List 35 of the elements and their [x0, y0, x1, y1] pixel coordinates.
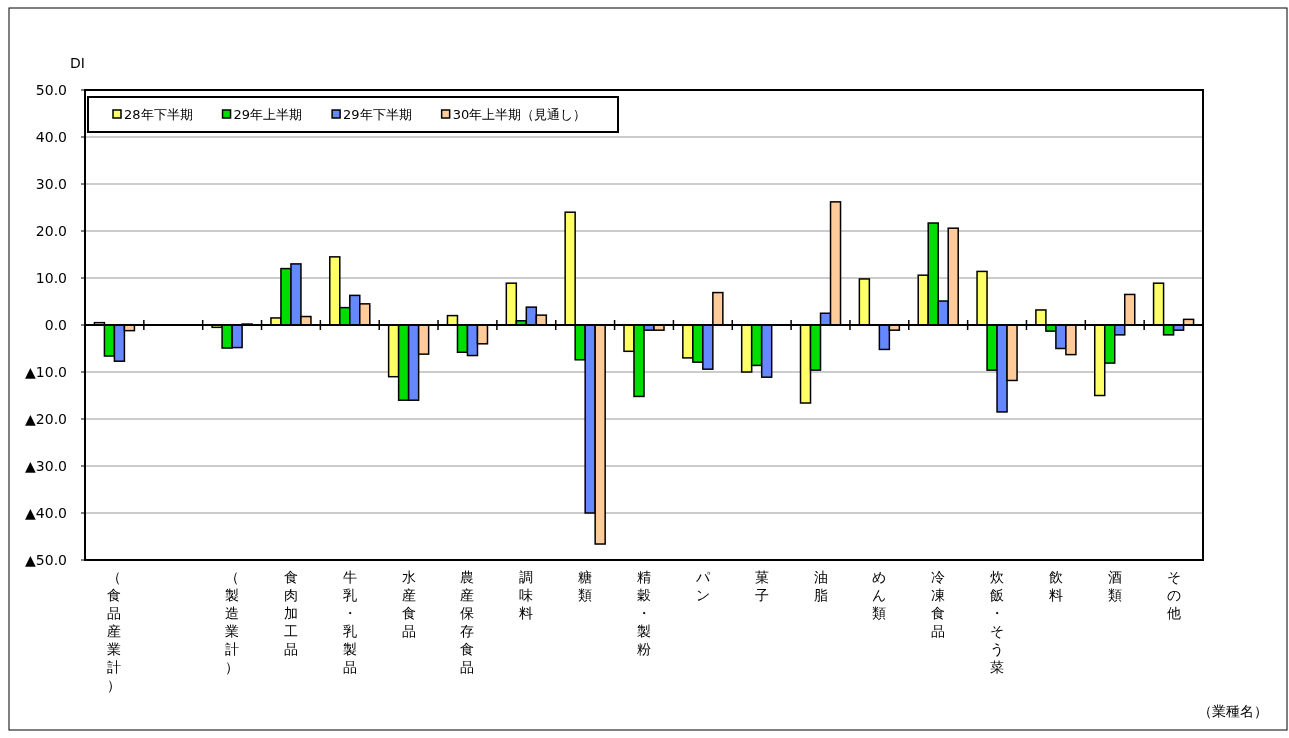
- y-tick-label: 0.0: [44, 317, 67, 333]
- x-tick-label: 飲料: [1048, 569, 1063, 603]
- y-tick-label: 20.0: [35, 223, 67, 239]
- x-tick-label: 油脂: [813, 569, 828, 603]
- y-tick-label: 50.0: [35, 82, 67, 98]
- x-tick-label: （食品産業計）: [107, 569, 122, 693]
- x-tick-label: 冷凍食品: [931, 569, 946, 639]
- text: （業種名）: [1198, 703, 1268, 719]
- x-tick-label: （製造業計）: [225, 569, 240, 675]
- y-tick-label: ▲20.0: [25, 411, 67, 427]
- x-tick-label: 食肉加工品: [283, 569, 298, 657]
- x-tick-label: 調味料: [519, 569, 534, 621]
- y-tick-label: 30.0: [35, 176, 67, 192]
- x-tick-label: 牛乳・乳製品: [342, 569, 357, 675]
- legend-label: 28年下半期: [124, 107, 193, 122]
- x-tick-label: 酒類: [1107, 569, 1122, 603]
- y-axis-title: DI: [70, 55, 85, 71]
- y-tick-label: 40.0: [35, 129, 67, 145]
- x-tick-label: 糖類: [578, 569, 593, 603]
- y-tick-label: ▲50.0: [25, 552, 67, 568]
- y-tick-label: ▲30.0: [25, 458, 67, 474]
- x-tick-label: 炊飯・そう菜: [990, 569, 1005, 675]
- x-tick-label: 菓子: [754, 569, 769, 603]
- x-tick-label: 精穀・製粉: [637, 569, 651, 657]
- legend-label: 29年下半期: [343, 107, 412, 122]
- y-tick-label: ▲10.0: [25, 364, 67, 380]
- x-tick-label: パン: [694, 569, 711, 603]
- legend-label: 30年上半期（見通し）: [452, 107, 587, 122]
- y-tick-label: ▲40.0: [25, 505, 67, 521]
- x-tick-label: 農産保存食品: [460, 569, 475, 675]
- legend-label: 29年上半期: [233, 107, 303, 122]
- x-tick-label: めん類: [872, 569, 887, 621]
- x-tick-label: 水産食品: [401, 569, 416, 639]
- y-tick-label: 10.0: [35, 270, 67, 286]
- x-tick-label: その他: [1166, 569, 1181, 621]
